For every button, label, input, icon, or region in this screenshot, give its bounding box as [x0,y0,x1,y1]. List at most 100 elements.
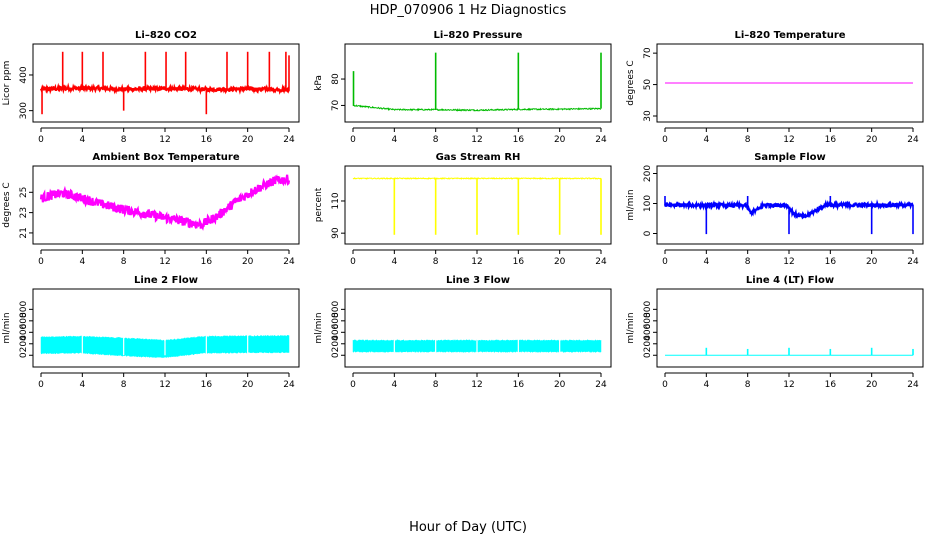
data-series [352,104,601,112]
y-axis-label: percent [314,187,324,222]
y-tick-label: 300 [19,102,29,119]
y-tick-label: 110 [331,192,341,209]
y-tick-label: 25 [19,187,29,198]
y-axis-label: kPa [314,75,324,91]
y-tick-label: 400 [19,323,29,340]
y-tick-label: 400 [643,323,653,340]
x-tick-label: 24 [907,257,919,267]
x-tick-label: 0 [38,380,44,390]
panel-title: Li–820 Pressure [434,30,523,41]
y-tick-label: 200 [643,165,653,182]
x-tick-label: 24 [283,257,295,267]
y-tick-label: 0 [331,352,341,358]
y-tick-label: 800 [331,300,341,317]
x-tick-label: 8 [745,380,751,390]
x-tick-label: 8 [433,380,439,390]
x-tick-label: 4 [703,257,709,267]
x-tick-label: 8 [121,380,127,390]
x-tick-label: 4 [79,380,85,390]
y-tick-label: 0 [643,352,653,358]
panel-title: Sample Flow [754,152,826,163]
y-tick-label: 70 [331,99,341,111]
x-tick-label: 16 [513,257,525,267]
plot-frame [344,288,612,368]
x-tick-label: 12 [159,257,170,267]
y-axis-label: Licor ppm [2,61,12,106]
chart-panel: Sample Flow ml/min 0 100 200 0 4 8 12 16 20 24 [626,152,924,267]
x-tick-label: 16 [201,380,213,390]
panel-title: Li–820 CO2 [135,30,197,41]
y-tick-label: 0 [643,230,653,236]
x-tick-label: 8 [433,135,439,145]
y-tick-label: 80 [331,73,341,85]
chart-panel: Li–820 Temperature degrees C 30 50 70 0 4 8 12 16… [626,30,924,145]
x-tick-label: 0 [38,257,44,267]
x-tick-label: 8 [121,257,127,267]
y-tick-label: 21 [19,227,29,238]
x-tick-label: 24 [283,135,295,145]
chart-panel: Li–820 CO2 Licor ppm 300 400 0 4 8 12 16 20 24 [2,30,300,145]
x-tick-label: 4 [391,135,397,145]
x-tick-label: 20 [554,380,566,390]
data-series [39,82,290,95]
x-tick-label: 20 [866,135,878,145]
y-tick-label: 23 [19,207,29,218]
x-tick-label: 4 [391,257,397,267]
y-axis-label: ml/min [626,189,636,220]
panel-title: Line 3 Flow [446,275,510,286]
x-tick-label: 0 [662,135,668,145]
y-tick-label: 400 [19,66,29,83]
panel-title: Gas Stream RH [436,152,521,163]
y-tick-label: 200 [643,335,653,352]
x-tick-label: 20 [242,380,254,390]
x-tick-label: 24 [595,135,607,145]
x-tick-label: 12 [783,257,794,267]
x-tick-label: 24 [907,380,919,390]
x-tick-label: 12 [471,135,482,145]
y-tick-label: 30 [643,110,653,122]
y-tick-label: 600 [19,312,29,329]
panel-title: Ambient Box Temperature [92,152,239,163]
x-tick-label: 20 [554,257,566,267]
x-tick-label: 12 [471,257,482,267]
plot-frame [32,288,300,368]
x-tick-label: 8 [745,257,751,267]
data-series [39,174,291,231]
x-tick-label: 24 [907,135,919,145]
x-tick-label: 20 [866,257,878,267]
x-tick-label: 0 [350,135,356,145]
x-tick-label: 8 [745,135,751,145]
x-tick-label: 16 [825,257,837,267]
x-tick-label: 12 [783,380,794,390]
x-tick-label: 12 [471,380,482,390]
y-axis-label: degrees C [2,182,12,227]
x-tick-label: 20 [242,135,254,145]
y-tick-label: 50 [643,79,653,91]
y-tick-label: 0 [19,352,29,358]
x-tick-label: 4 [79,135,85,145]
y-tick-label: 600 [643,312,653,329]
x-tick-label: 8 [433,257,439,267]
x-tick-label: 4 [703,135,709,145]
x-tick-label: 12 [159,380,170,390]
figure-xlabel: Hour of Day (UTC) [409,520,527,535]
y-tick-label: 800 [643,300,653,317]
chart-panel: Ambient Box Temperature degrees C 21 23 25 0 4… [2,152,300,267]
x-tick-label: 0 [350,257,356,267]
y-tick-label: 70 [643,47,653,59]
x-tick-label: 24 [595,257,607,267]
figure-title: HDP_070906 1 Hz Diagnostics [370,3,567,18]
x-tick-label: 0 [662,257,668,267]
y-tick-label: 200 [19,335,29,352]
chart-panel: Li–820 Pressure kPa 70 80 0 4 8 12 16 20 24 [314,30,612,145]
x-tick-label: 16 [825,135,837,145]
x-tick-label: 20 [554,135,566,145]
plot-frame [344,43,612,123]
panel-title: Line 4 (LT) Flow [746,275,834,286]
x-tick-label: 0 [350,380,356,390]
x-tick-label: 4 [391,380,397,390]
x-tick-label: 12 [783,135,794,145]
